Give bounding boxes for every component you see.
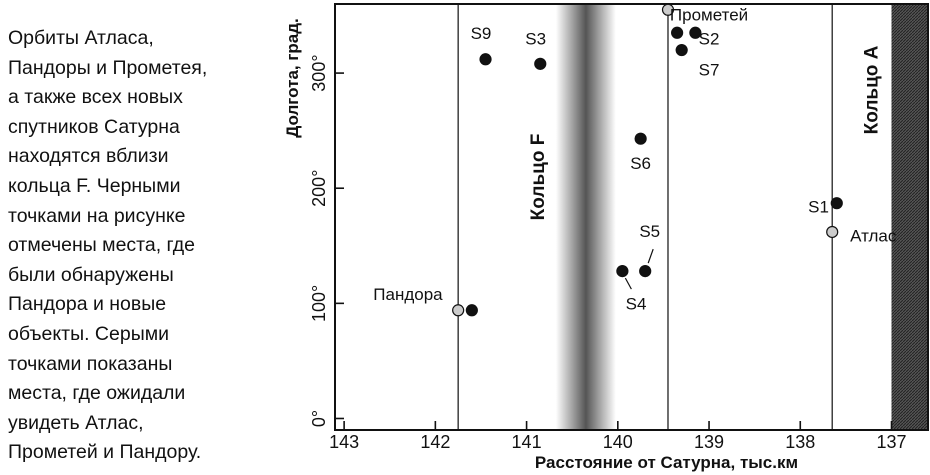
caption-line: отмечены места, где	[8, 234, 196, 257]
caption-line: увидеть Атлас,	[8, 411, 144, 434]
x-tick-label: 138	[785, 432, 815, 452]
ticks-layer: 143 142 141 140 139 138 137 0° 100° 200° 300°	[309, 54, 907, 452]
points-layer	[452, 3, 843, 317]
leader-line	[624, 277, 632, 290]
x-axis-title: Расстояние от Сатурна, тыс.км	[535, 453, 798, 472]
caption-line: кольца F. Черными	[8, 174, 181, 197]
x-tick-label: 141	[512, 432, 542, 452]
x-tick-label: 140	[603, 432, 633, 452]
point-label: S1	[808, 198, 829, 217]
y-tick-label: 200°	[309, 170, 329, 207]
point-label: S9	[471, 24, 492, 43]
caption-line: Пандоры и Прометея,	[8, 56, 208, 79]
detected-point	[675, 43, 688, 57]
caption-line: а также всех новых	[8, 86, 183, 109]
x-tick-label: 143	[329, 432, 359, 452]
y-tick-label: 0°	[309, 410, 329, 427]
point-label: S2	[699, 30, 720, 49]
ring-f-label: Кольцо F	[528, 134, 549, 221]
point-label: S7	[699, 61, 720, 80]
y-axis-title: Долгота, град.	[283, 18, 302, 138]
x-tick-label: 142	[420, 432, 450, 452]
caption-line: объекты. Серыми	[8, 322, 170, 345]
detected-point	[830, 197, 843, 210]
point-label: Пандора	[373, 285, 443, 304]
caption-line: находятся вблизи	[8, 145, 169, 168]
x-tick-label: 137	[876, 432, 906, 452]
detected-point	[616, 265, 629, 278]
plot-frame	[334, 3, 929, 431]
caption-line: Пандора и новые	[8, 293, 167, 316]
expected-point	[452, 304, 465, 317]
point-label: S4	[626, 294, 647, 313]
x-tick-label: 139	[694, 432, 724, 452]
expected-point	[826, 225, 839, 239]
reference-lines	[457, 4, 833, 430]
detected-point	[634, 132, 647, 145]
labels-layer: S9 S3 S2 S7 S6 S1 Атлас S5 S4 Пандора Прометей	[373, 5, 897, 313]
leader-line	[647, 248, 654, 264]
detected-point	[479, 53, 492, 66]
point-label: S3	[525, 30, 546, 49]
caption-line: точками показаны	[8, 352, 173, 375]
expected-point	[661, 3, 675, 16]
detected-point	[689, 26, 702, 39]
caption-line: Прометей и Пандору.	[8, 441, 202, 464]
detected-point	[465, 304, 478, 317]
detected-point	[534, 57, 547, 70]
caption-line: Орбиты Атласа,	[8, 27, 154, 49]
point-label: Прометей	[670, 5, 748, 24]
caption-line: были обнаружены	[8, 263, 174, 286]
ring-f-band	[555, 4, 616, 430]
detected-point	[639, 265, 652, 278]
caption: Орбиты Атласа, Пандоры и Прометея, а так…	[8, 24, 278, 468]
caption-line: спутников Сатурна	[8, 115, 180, 138]
point-label: S6	[630, 154, 651, 173]
caption-line: точками на рисунке	[8, 204, 186, 227]
bands-layer: Кольцо F Кольцо A	[528, 4, 928, 430]
ring-a-band	[891, 4, 928, 430]
point-label: Атлас	[850, 226, 897, 245]
y-tick-label: 100°	[309, 285, 329, 322]
caption-line: места, где ожидали	[8, 382, 186, 405]
detected-point	[671, 26, 684, 39]
ring-a-label: Кольцо A	[862, 45, 883, 134]
y-tick-label: 300°	[309, 54, 329, 91]
point-label: S5	[639, 222, 660, 241]
